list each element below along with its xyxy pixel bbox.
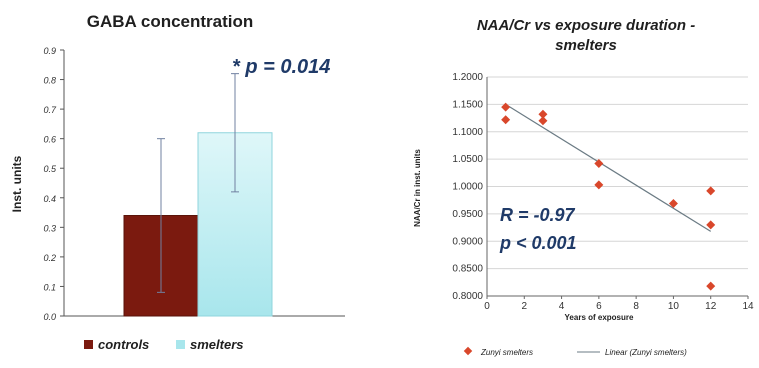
naa-ytick-label: 1.0000 (452, 182, 483, 193)
naa-ytick-label: 0.8500 (452, 264, 483, 275)
gaba-ytick-label: 0.8 (43, 76, 56, 86)
naa-point (706, 186, 716, 196)
naa-ytick-label: 0.9000 (452, 236, 483, 247)
naa-ylabel: NAA/Cr in inst. units (413, 149, 422, 227)
naa-xtick-label: 2 (522, 301, 528, 312)
gaba-ytick-label: 0.7 (43, 105, 57, 115)
naa-ytick-label: 1.1500 (452, 99, 483, 110)
naa-point (538, 109, 548, 119)
gaba-ytick-label: 0.4 (43, 194, 56, 204)
gaba-ytick-label: 0.2 (43, 253, 56, 263)
naa-ytick-label: 1.2000 (452, 72, 483, 83)
naa-point (594, 159, 604, 169)
legend-label-linear-trend: Linear (Zunyi smelters) (605, 348, 687, 357)
naa-point (668, 198, 678, 208)
naa-ytick-label: 1.1000 (452, 127, 483, 138)
naa-r-annotation: R = -0.97 (500, 205, 576, 225)
naa-xtick-label: 10 (668, 301, 680, 312)
naa-point (594, 180, 604, 190)
gaba-ytick-label: 0.6 (43, 135, 56, 145)
gaba-ytick-label: 0.5 (43, 164, 57, 174)
naa-title-line-1: NAA/Cr vs exposure duration - (477, 17, 695, 34)
naa-xtick-label: 4 (559, 301, 565, 312)
naa-point (538, 116, 548, 126)
legend-swatch-smelters (176, 340, 185, 349)
legend-label-controls: controls (98, 337, 149, 352)
naa-point (706, 281, 716, 291)
gaba-chart: GABA concentration Inst. units 0.0 0.1 0.2… (10, 12, 345, 352)
gaba-ytick-label: 0.0 (43, 312, 56, 322)
naa-xtick-label: 14 (742, 301, 754, 312)
legend-label-zunyi-smelters: Zunyi smelters (480, 348, 533, 357)
gaba-ytick-label: 0.3 (43, 223, 56, 233)
naa-point (706, 220, 716, 230)
gaba-ytick-label: 0.9 (43, 46, 56, 56)
naa-xtick-label: 0 (484, 301, 490, 312)
naa-p-annotation: p < 0.001 (499, 233, 577, 253)
legend-label-smelters: smelters (190, 337, 243, 352)
gaba-ylabel: Inst. units (10, 155, 24, 212)
naa-point (501, 115, 511, 125)
naa-xlabel: Years of exposure (565, 313, 634, 322)
legend-marker-zunyi-smelters (463, 346, 473, 356)
naa-ytick-label: 0.9500 (452, 209, 483, 220)
naa-trendline (505, 103, 712, 232)
naa-xtick-label: 6 (596, 301, 602, 312)
naa-ytick-label: 0.8000 (452, 291, 483, 302)
naa-ytick-label: 1.0500 (452, 154, 483, 165)
naa-chart: NAA/Cr vs exposure duration - smelters N… (413, 17, 754, 357)
legend-swatch-controls (84, 340, 93, 349)
naa-xtick-label: 12 (705, 301, 717, 312)
naa-title-line-2: smelters (555, 37, 617, 54)
gaba-ytick-label: 0.1 (43, 282, 56, 292)
gaba-p-annotation: * p = 0.014 (232, 56, 330, 78)
gaba-title: GABA concentration (87, 12, 254, 31)
naa-point (501, 102, 511, 112)
naa-xtick-label: 8 (633, 301, 639, 312)
